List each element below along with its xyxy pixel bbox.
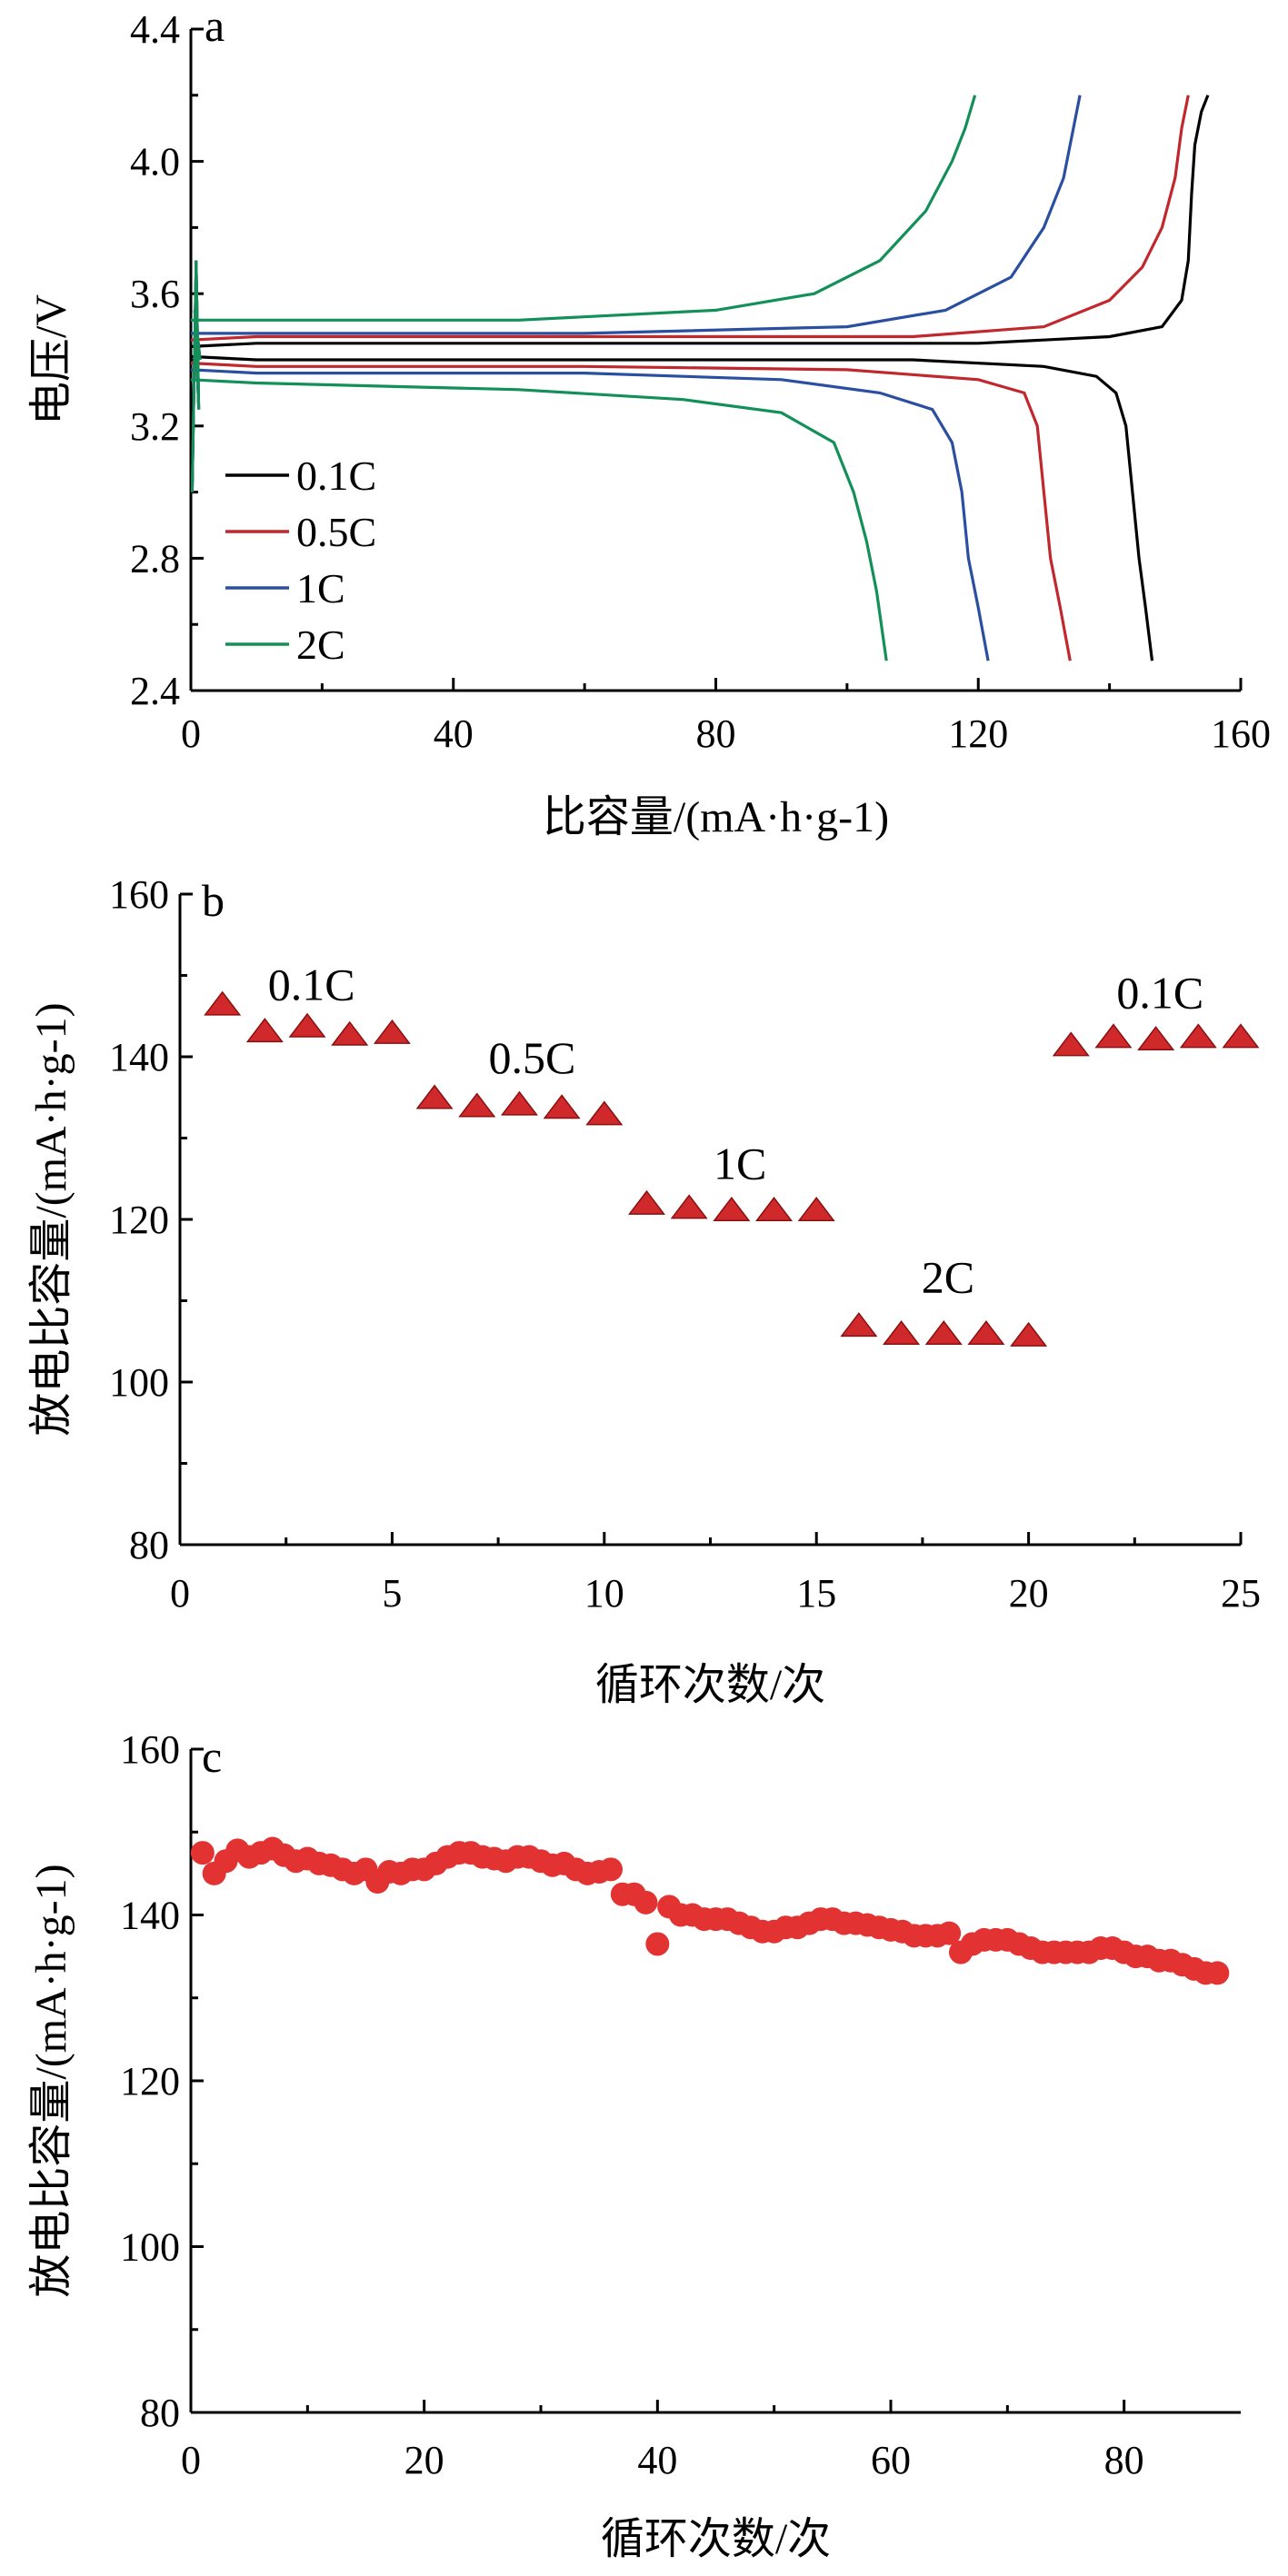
rate-annotation: 0.1C [268, 959, 355, 1010]
x-tick-label: 80 [696, 711, 736, 756]
x-tick-label: 120 [948, 711, 1008, 756]
y-tick-label: 120 [109, 1198, 169, 1242]
x-tick-label: 5 [382, 1571, 402, 1616]
data-point-triangle [331, 1020, 369, 1046]
x-tick-label: 20 [404, 2438, 444, 2482]
series-0.5C-charge-line [190, 94, 1190, 342]
series-0.5C-discharge-line [190, 362, 1072, 661]
data-point-triangle [713, 1197, 751, 1222]
data-point-triangle [670, 1194, 708, 1219]
series-0.1C-charge-line [190, 94, 1210, 348]
data-point-triangle [924, 1320, 963, 1346]
data-point-circle [634, 1890, 658, 1915]
x-tick-label: 160 [1211, 711, 1271, 756]
x-tick-label: 80 [1104, 2438, 1144, 2482]
y-tick-label: 100 [120, 2225, 180, 2270]
legend-label-0.5C: 0.5C [296, 509, 376, 555]
y-tick-label: 80 [129, 1523, 169, 1567]
data-point-triangle [967, 1320, 1005, 1346]
y-tick-label: 140 [120, 1894, 180, 1938]
rate-annotation: 0.5C [489, 1032, 576, 1083]
series-2C-charge-line [191, 94, 977, 322]
data-point-triangle [500, 1090, 538, 1116]
data-point-triangle [245, 1018, 284, 1043]
data-point-circle [599, 1857, 623, 1882]
y-tick-label: 160 [120, 1727, 180, 1772]
data-point-circle [645, 1932, 670, 1956]
data-point-triangle [755, 1197, 794, 1222]
data-point-triangle [373, 1019, 411, 1044]
y-tick-label: 2.8 [130, 536, 180, 581]
y-tick-label: 100 [109, 1360, 169, 1405]
series-2C-start-spike [190, 260, 202, 492]
data-point-triangle [288, 1012, 326, 1038]
y-tick-label: 80 [140, 2391, 180, 2435]
data-point-triangle [585, 1100, 624, 1126]
x-tick-label: 0 [170, 1571, 190, 1616]
y-axis-title: 放电比容量/(mA·h·g-1) [27, 1864, 75, 2297]
data-point-circle [937, 1921, 962, 1945]
x-tick-label: 0 [181, 711, 201, 756]
panel-c: 0 20 40 60 80 80 100 120 140 160 循环次数/次 放电比容量/(mA·h… [27, 1727, 1241, 2563]
x-axis-title: 循环次数/次 [595, 1661, 825, 1709]
panel-letter: b [202, 875, 225, 926]
y-tick-label: 4.4 [130, 7, 180, 52]
y-tick-label: 120 [120, 2059, 180, 2104]
legend-label-2C: 2C [296, 622, 345, 668]
data-point-triangle [415, 1084, 454, 1109]
panel-a: 0 40 80 120 160 2.4 2.8 3.2 3.6 4.0 4.4 比容量/(mA·h·g… [27, 0, 1271, 841]
y-tick-label: 2.4 [130, 669, 180, 713]
x-tick-label: 20 [1009, 1571, 1049, 1616]
x-tick-label: 0 [181, 2438, 201, 2482]
x-tick-label: 10 [584, 1571, 624, 1616]
data-point-triangle [543, 1094, 581, 1119]
legend-label-0.1C: 0.1C [296, 453, 376, 499]
series-0.1C-discharge-line [190, 354, 1154, 661]
panel-letter: c [202, 1731, 222, 1782]
data-point-circle [1205, 1961, 1230, 1985]
series-1C-charge-line [191, 94, 1082, 335]
data-point-triangle [627, 1189, 665, 1215]
rate-annotation: 1C [714, 1138, 766, 1189]
data-point-triangle [797, 1197, 835, 1222]
y-axis-title: 放电比容量/(mA·h·g-1) [27, 1002, 75, 1436]
data-point-triangle [204, 990, 242, 1016]
rate-annotation: 0.1C [1116, 967, 1203, 1018]
y-tick-label: 3.6 [130, 272, 180, 316]
data-point-triangle [1179, 1023, 1217, 1049]
y-tick-label: 160 [109, 872, 169, 917]
series-1C-discharge-line [190, 368, 990, 661]
series-2C-discharge-line [190, 378, 888, 661]
y-tick-label: 140 [109, 1035, 169, 1079]
x-tick-label: 25 [1221, 1571, 1261, 1616]
data-point-triangle [458, 1092, 496, 1118]
data-point-triangle [1222, 1023, 1260, 1049]
x-tick-label: 40 [434, 711, 474, 756]
legend-label-1C: 1C [296, 565, 345, 612]
x-tick-label: 60 [871, 2438, 911, 2482]
y-axis-title: 电压/V [27, 294, 75, 425]
rate-annotation: 2C [922, 1252, 974, 1303]
panel-letter: a [205, 0, 225, 51]
x-axis-title: 比容量/(mA·h·g-1) [543, 793, 889, 841]
y-tick-label: 4.0 [130, 140, 180, 184]
x-axis-title: 循环次数/次 [601, 2515, 831, 2563]
y-tick-label: 3.2 [130, 404, 180, 449]
data-point-triangle [1010, 1321, 1048, 1347]
data-point-triangle [883, 1320, 921, 1346]
data-point-triangle [840, 1312, 878, 1338]
x-tick-label: 40 [637, 2438, 677, 2482]
panel-b: 0 5 10 15 20 25 80 100 120 140 160 循环次数/次 放电比容量/(mA·… [27, 872, 1261, 1709]
legend: 0.1C 0.5C 1C 2C [225, 453, 376, 668]
x-tick-label: 15 [796, 1571, 836, 1616]
data-point-circle [190, 1841, 215, 1865]
data-point-triangle [1052, 1031, 1090, 1057]
data-point-triangle [1094, 1023, 1133, 1049]
data-point-triangle [1137, 1026, 1175, 1051]
